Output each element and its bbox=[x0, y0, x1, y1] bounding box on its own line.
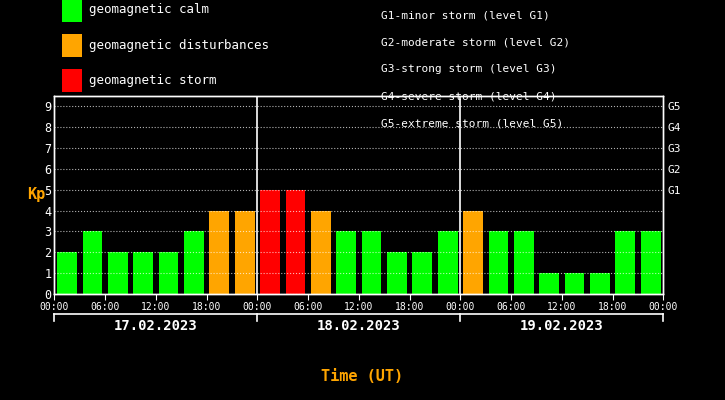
Bar bbox=[590, 273, 610, 294]
Bar bbox=[133, 252, 153, 294]
Bar bbox=[514, 232, 534, 294]
Bar bbox=[210, 211, 229, 294]
Text: G3-strong storm (level G3): G3-strong storm (level G3) bbox=[381, 64, 556, 74]
Text: 17.02.2023: 17.02.2023 bbox=[114, 319, 198, 333]
Bar bbox=[438, 232, 457, 294]
Bar bbox=[489, 232, 508, 294]
Bar bbox=[463, 211, 483, 294]
Bar bbox=[565, 273, 584, 294]
Bar bbox=[286, 190, 305, 294]
Bar bbox=[362, 232, 381, 294]
Bar bbox=[184, 232, 204, 294]
Bar bbox=[641, 232, 660, 294]
Bar bbox=[83, 232, 102, 294]
Text: geomagnetic disturbances: geomagnetic disturbances bbox=[89, 39, 269, 52]
Bar bbox=[57, 252, 77, 294]
Bar bbox=[387, 252, 407, 294]
Bar bbox=[413, 252, 432, 294]
Bar bbox=[616, 232, 635, 294]
Text: G5-extreme storm (level G5): G5-extreme storm (level G5) bbox=[381, 119, 563, 129]
Bar bbox=[539, 273, 559, 294]
Text: geomagnetic calm: geomagnetic calm bbox=[89, 4, 210, 16]
Text: Time (UT): Time (UT) bbox=[321, 369, 404, 384]
Bar bbox=[108, 252, 128, 294]
Bar bbox=[159, 252, 178, 294]
Text: G1-minor storm (level G1): G1-minor storm (level G1) bbox=[381, 10, 550, 20]
Bar bbox=[336, 232, 356, 294]
Bar bbox=[235, 211, 254, 294]
Text: geomagnetic storm: geomagnetic storm bbox=[89, 74, 217, 87]
Text: G2-moderate storm (level G2): G2-moderate storm (level G2) bbox=[381, 37, 570, 47]
Bar bbox=[260, 190, 280, 294]
Text: 18.02.2023: 18.02.2023 bbox=[317, 319, 401, 333]
Bar bbox=[311, 211, 331, 294]
Y-axis label: Kp: Kp bbox=[27, 188, 45, 202]
Text: G4-severe storm (level G4): G4-severe storm (level G4) bbox=[381, 92, 556, 102]
Text: 19.02.2023: 19.02.2023 bbox=[520, 319, 604, 333]
